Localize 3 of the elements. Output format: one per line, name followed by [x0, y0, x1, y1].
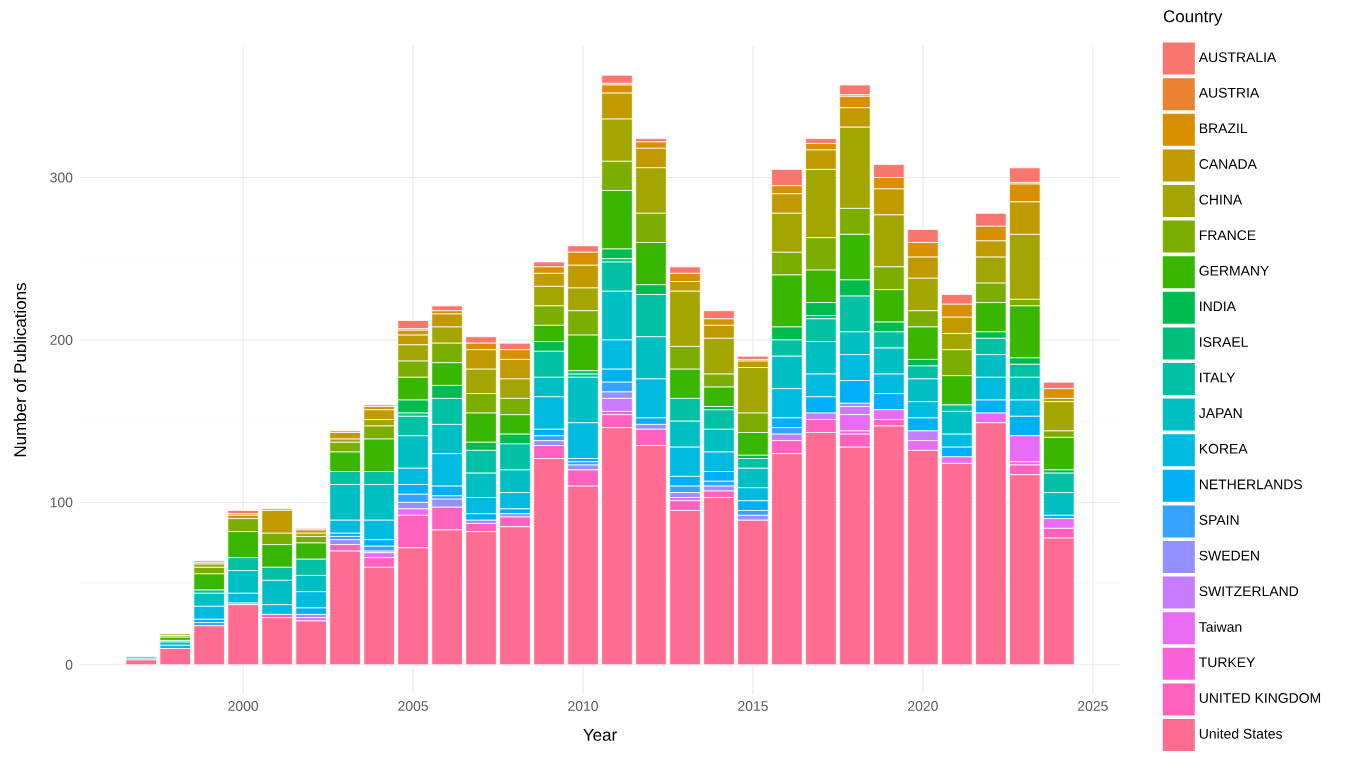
legend-title: Country — [1163, 10, 1223, 26]
y-axis-title: Number of Publications — [13, 283, 27, 457]
x-axis-title: Year — [583, 729, 617, 741]
